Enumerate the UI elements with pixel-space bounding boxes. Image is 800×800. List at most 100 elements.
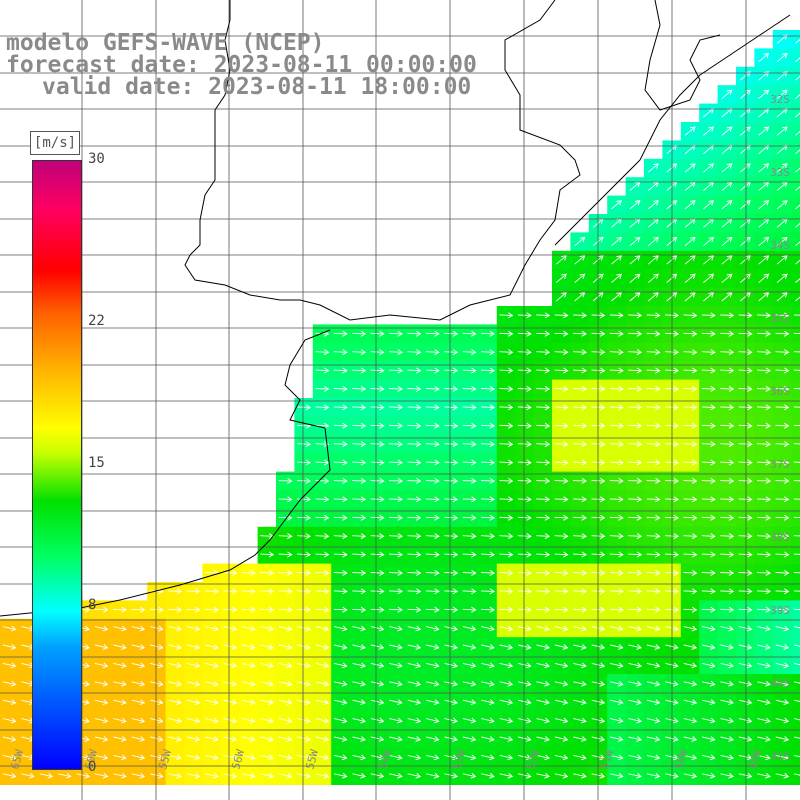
wind-arrow xyxy=(389,625,403,632)
wind-arrow xyxy=(260,699,274,706)
wind-arrow xyxy=(315,644,330,650)
wind-arrow xyxy=(720,588,735,595)
wind-arrow xyxy=(738,606,753,613)
wind-arrow xyxy=(757,349,771,356)
wind-arrow xyxy=(683,533,698,540)
wind-arrow xyxy=(573,662,587,669)
wind-arrow xyxy=(113,772,127,779)
wind-arrow xyxy=(205,662,219,669)
wind-arrow xyxy=(776,292,788,302)
wind-arrow xyxy=(720,367,735,374)
wind-arrow xyxy=(794,662,800,666)
wind-arrow xyxy=(554,569,569,576)
wind-arrow xyxy=(499,477,514,484)
wind-arrow xyxy=(407,404,422,411)
wind-arrow xyxy=(702,736,716,742)
wind-arrow xyxy=(2,699,17,706)
wind-arrow xyxy=(684,255,696,265)
wind-arrow xyxy=(444,441,459,448)
colorbar-tick-label: 0 xyxy=(88,759,97,775)
wind-arrow xyxy=(628,772,642,779)
wind-arrow xyxy=(168,680,182,687)
wind-arrow xyxy=(297,514,311,521)
wind-arrow xyxy=(738,644,753,650)
wind-arrow xyxy=(426,680,440,687)
wind-cell xyxy=(791,48,800,68)
wind-arrow xyxy=(518,680,532,687)
wind-arrow xyxy=(297,569,311,576)
wind-arrow xyxy=(113,662,127,669)
wind-arrow xyxy=(628,569,643,576)
wind-arrow xyxy=(499,459,514,466)
wind-cell xyxy=(791,361,800,381)
wind-arrow xyxy=(499,422,514,429)
wind-cell xyxy=(791,140,800,160)
wind-arrow xyxy=(720,680,734,687)
wind-arrow xyxy=(462,330,477,337)
wind-arrow xyxy=(223,606,238,613)
wind-arrow xyxy=(425,551,440,558)
wind-arrow xyxy=(499,312,514,319)
wind-arrow xyxy=(536,533,551,540)
wind-arrow xyxy=(683,441,698,448)
wind-arrow xyxy=(278,680,293,687)
wind-arrow xyxy=(775,367,790,374)
wind-arrow xyxy=(352,699,366,706)
wind-cell xyxy=(791,453,800,473)
wind-arrow xyxy=(58,772,72,779)
wind-arrow xyxy=(628,625,642,632)
wind-arrow xyxy=(370,404,385,411)
wind-arrow xyxy=(499,349,514,356)
wind-arrow xyxy=(425,533,440,540)
wind-arrow xyxy=(628,717,642,724)
wind-arrow xyxy=(757,644,771,650)
wind-arrow xyxy=(242,772,256,779)
lon-label: 65W xyxy=(8,748,26,771)
wind-arrow xyxy=(352,330,367,337)
wind-arrow xyxy=(352,349,367,356)
wind-arrow xyxy=(242,736,256,742)
wind-arrow xyxy=(610,644,624,650)
wind-arrow xyxy=(628,699,642,706)
wind-arrow xyxy=(333,588,348,595)
wind-arrow xyxy=(628,349,643,356)
wind-arrow xyxy=(499,699,514,706)
wind-arrow xyxy=(795,130,800,136)
wind-cell xyxy=(791,729,800,749)
wind-arrow xyxy=(794,718,800,721)
wind-arrow xyxy=(793,351,800,353)
wind-arrow xyxy=(795,296,800,302)
wind-arrow xyxy=(757,699,771,706)
wind-arrow xyxy=(683,312,698,319)
wind-arrow xyxy=(168,644,182,650)
colorbar-tick-label: 22 xyxy=(88,313,105,330)
wind-arrow xyxy=(518,625,532,632)
wind-arrow xyxy=(370,644,385,650)
wind-cell xyxy=(791,214,800,233)
wind-arrow xyxy=(242,680,256,687)
wind-arrow xyxy=(573,606,587,613)
wind-arrow xyxy=(407,385,422,392)
wind-arrow xyxy=(389,385,403,392)
colorbar-tick-label: 15 xyxy=(88,455,105,471)
wind-arrow xyxy=(536,514,551,521)
wind-arrow xyxy=(609,477,624,484)
wind-arrow xyxy=(205,699,219,706)
wind-arrow xyxy=(646,477,661,484)
wind-arrow xyxy=(370,514,385,521)
wind-arrow xyxy=(260,680,274,687)
wind-arrow xyxy=(499,736,514,742)
wind-arrow xyxy=(775,699,790,706)
wind-arrow xyxy=(499,569,514,576)
wind-arrow xyxy=(389,367,403,374)
wind-arrow xyxy=(738,441,753,448)
wind-arrow xyxy=(370,736,385,742)
wind-arrow xyxy=(462,644,477,650)
wind-arrow xyxy=(315,569,330,576)
wind-arrow xyxy=(481,551,495,558)
wind-arrow xyxy=(352,772,366,779)
wind-arrow xyxy=(738,312,753,319)
wind-arrow xyxy=(739,255,751,265)
wind-arrow xyxy=(573,459,587,466)
wind-arrow xyxy=(775,533,790,540)
